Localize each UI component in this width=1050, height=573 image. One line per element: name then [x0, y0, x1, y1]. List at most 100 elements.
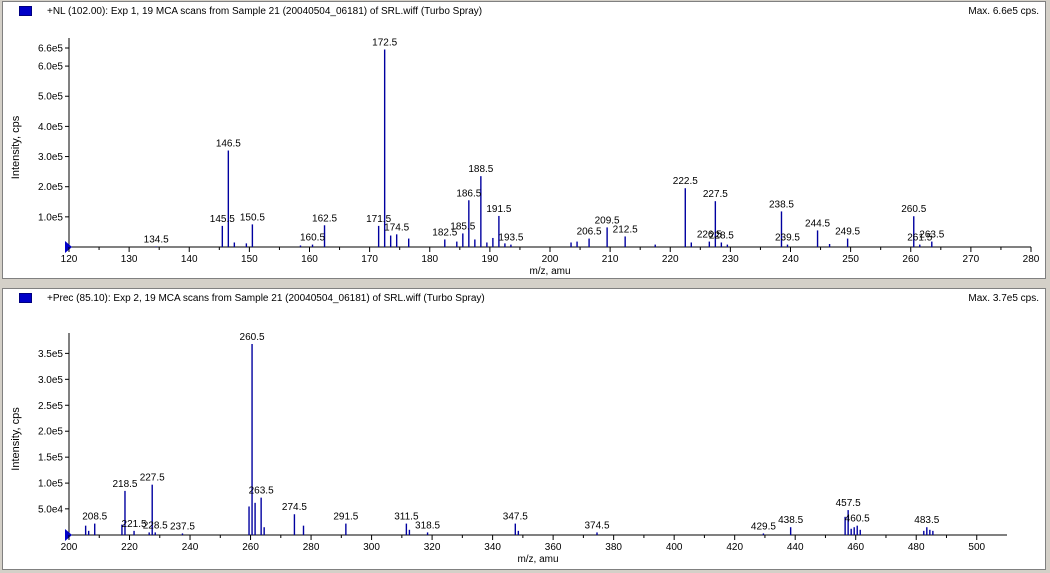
y-tick-label: 3.0e5 [38, 375, 63, 386]
peak-label: 239.5 [775, 233, 800, 244]
peak-label: 206.5 [577, 227, 602, 238]
peak-label: 228.5 [709, 230, 734, 241]
spectrum-title: +Prec (85.10): Exp 2, 19 MCA scans from … [47, 293, 485, 304]
x-tick-label: 180 [421, 254, 438, 265]
x-tick-label: 150 [241, 254, 258, 265]
peak-label: 274.5 [282, 502, 307, 513]
x-tick-label: 340 [484, 542, 501, 553]
peak-label: 263.5 [249, 486, 274, 497]
x-tick-label: 240 [782, 254, 799, 265]
peak-label: 185.5 [450, 221, 475, 232]
x-tick-label: 270 [963, 254, 980, 265]
x-tick-label: 160 [301, 254, 318, 265]
y-tick-label: 1.0e5 [38, 212, 63, 223]
y-axis-label: Intensity, cps [10, 407, 22, 471]
peak-label: 208.5 [82, 512, 107, 523]
peak-label: 311.5 [394, 512, 419, 523]
x-tick-label: 360 [545, 542, 562, 553]
peak-label: 249.5 [835, 227, 860, 238]
y-tick-label: 1.5e5 [38, 453, 63, 464]
peak-label: 212.5 [613, 224, 638, 235]
y-tick-label: 6.0e5 [38, 62, 63, 73]
peak-label: 457.5 [836, 498, 861, 509]
peak-label: 227.5 [703, 189, 728, 200]
spectrum-title: +NL (102.00): Exp 1, 19 MCA scans from S… [47, 6, 483, 17]
y-tick-label: 2.0e5 [38, 427, 63, 438]
peak-label: 182.5 [432, 227, 457, 238]
peak-label: 260.5 [240, 332, 265, 343]
peak-label: 188.5 [468, 164, 493, 175]
peak-label: 193.5 [498, 233, 523, 244]
peak-label: 162.5 [312, 213, 337, 224]
x-tick-label: 280 [303, 542, 320, 553]
x-tick-label: 190 [482, 254, 499, 265]
y-axis-label: Intensity, cps [10, 115, 22, 179]
peak-label: 318.5 [415, 520, 440, 531]
peak-label: 222.5 [673, 176, 698, 187]
x-tick-label: 300 [363, 542, 380, 553]
peak-label: 263.5 [919, 230, 944, 241]
y-tick-label: 1.0e5 [38, 479, 63, 490]
peak-label: 226.5 [697, 230, 722, 241]
spectrum-panel-nl: +NL (102.00): Exp 1, 19 MCA scans from S… [2, 1, 1046, 279]
max-intensity-label: Max. 3.7e5 cps. [968, 293, 1039, 304]
spectrum-plot-nl[interactable]: 120 130 140 150 160 170 180 190 200 210 220 230 240 2… [3, 2, 1045, 278]
y-tick-label: 3.5e5 [38, 349, 63, 360]
spectrum-plot-prec[interactable]: 200 220 240 260 280 300 320 340 360 380 400 420 440 4… [3, 289, 1045, 569]
legend-swatch-icon[interactable] [19, 6, 32, 16]
peak-label: 218.5 [112, 479, 137, 490]
peak-label: 260.5 [901, 204, 926, 215]
peak-label: 145.5 [210, 214, 235, 225]
peak-label: 261.5 [907, 233, 932, 244]
y-tick-label: 5.0e4 [38, 504, 63, 515]
x-axis-label: m/z, amu [517, 554, 558, 565]
x-tick-label: 250 [842, 254, 859, 265]
x-tick-label: 440 [787, 542, 804, 553]
peak-label: 174.5 [384, 222, 409, 233]
x-tick-label: 210 [602, 254, 619, 265]
x-axis-label: m/z, amu [529, 266, 570, 277]
peak-label: 374.5 [584, 520, 609, 531]
panel-title-bar: +Prec (85.10): Exp 2, 19 MCA scans from … [3, 289, 1045, 307]
peak-label: 221.5 [122, 519, 147, 530]
x-tick-label: 200 [542, 254, 559, 265]
peak-label: 438.5 [778, 515, 803, 526]
spectrum-panel-prec: +Prec (85.10): Exp 2, 19 MCA scans from … [2, 288, 1046, 570]
peak-label: 460.5 [845, 514, 870, 525]
x-tick-label: 170 [361, 254, 378, 265]
legend-swatch-icon[interactable] [19, 293, 32, 303]
y-tick-label: 2.0e5 [38, 182, 63, 193]
x-tick-label: 120 [61, 254, 78, 265]
y-tick-label: 3.0e5 [38, 152, 63, 163]
y-tick-label: 4.0e5 [38, 122, 63, 133]
x-tick-label: 380 [605, 542, 622, 553]
x-tick-label: 420 [726, 542, 743, 553]
peak-label: 483.5 [914, 515, 939, 526]
peak-label: 228.5 [143, 520, 168, 531]
x-tick-label: 480 [908, 542, 925, 553]
peak-label: 209.5 [595, 215, 620, 226]
peak-label: 244.5 [805, 218, 830, 229]
peak-label: 146.5 [216, 139, 241, 150]
peak-label: 186.5 [456, 188, 481, 199]
peak-label: 134.5 [144, 234, 169, 245]
x-tick-label: 500 [968, 542, 985, 553]
x-tick-label: 200 [61, 542, 78, 553]
peak-label: 238.5 [769, 199, 794, 210]
peak-label: 172.5 [372, 38, 397, 49]
x-tick-label: 260 [902, 254, 919, 265]
x-tick-label: 220 [121, 542, 138, 553]
peak-label: 237.5 [170, 521, 195, 532]
x-tick-label: 220 [662, 254, 679, 265]
y-tick-label: 6.6e5 [38, 44, 63, 55]
peak-label: 160.5 [300, 233, 325, 244]
peak-label: 429.5 [751, 521, 776, 532]
y-tick-label: 2.5e5 [38, 401, 63, 412]
x-tick-label: 400 [666, 542, 683, 553]
x-tick-label: 260 [242, 542, 259, 553]
x-tick-label: 460 [847, 542, 864, 553]
max-intensity-label: Max. 6.6e5 cps. [968, 6, 1039, 17]
x-tick-label: 240 [182, 542, 199, 553]
x-tick-label: 130 [121, 254, 138, 265]
peak-label: 291.5 [333, 512, 358, 523]
